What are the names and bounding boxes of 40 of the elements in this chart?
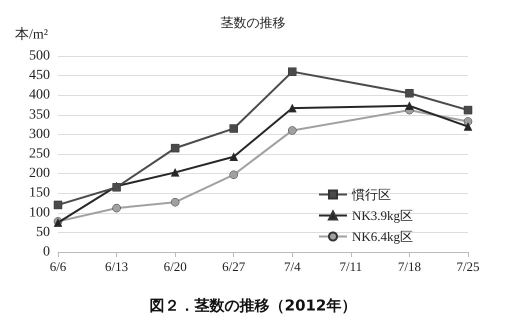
- point: [170, 144, 180, 152]
- chart-title: 茎数の推移: [220, 16, 286, 31]
- point: [229, 124, 238, 133]
- x-tick-label: 6/27: [222, 259, 246, 274]
- y-tick-label: 50: [36, 224, 50, 240]
- point: [464, 106, 472, 114]
- y-tick-label: 0: [43, 244, 50, 260]
- legend-label: NK3.9kg区: [352, 208, 414, 223]
- x-tick-label: 7/4: [284, 259, 302, 274]
- x-tick-label: 7/11: [340, 259, 362, 274]
- y-tick-label: 250: [29, 146, 50, 162]
- y-tick-label: 100: [29, 205, 50, 220]
- y-tick-label: 400: [29, 88, 50, 103]
- legend-label: 慣行区: [350, 187, 391, 202]
- x-tick-label: 7/25: [456, 259, 480, 274]
- x-tick-label: 6/13: [105, 259, 128, 274]
- point: [229, 152, 238, 161]
- point: [288, 67, 297, 76]
- point: [170, 168, 180, 177]
- point: [405, 102, 414, 110]
- point: [464, 122, 472, 131]
- x-tick-label: 6/6: [50, 259, 67, 274]
- point: [170, 198, 180, 206]
- y-tick-label: 300: [29, 126, 50, 142]
- point: [54, 200, 62, 210]
- y-tick-label: 450: [29, 68, 50, 84]
- point: [229, 170, 238, 180]
- point: [288, 104, 297, 112]
- y-tick-label: 200: [29, 166, 50, 182]
- x-tick-label: 7/18: [398, 259, 421, 274]
- point: [288, 126, 297, 135]
- caption: 図２．茎数の推移（2012年）: [150, 296, 356, 314]
- x-tick-label: 6/20: [164, 259, 187, 274]
- y-axis-title: 本/m²: [15, 26, 48, 42]
- point: [112, 204, 121, 212]
- y-tick-label: 350: [29, 107, 50, 122]
- legend-label: NK6.4kg区: [352, 229, 414, 244]
- point: [405, 88, 414, 98]
- y-tick-label: 150: [29, 186, 50, 201]
- y-tick-label: 500: [29, 48, 50, 64]
